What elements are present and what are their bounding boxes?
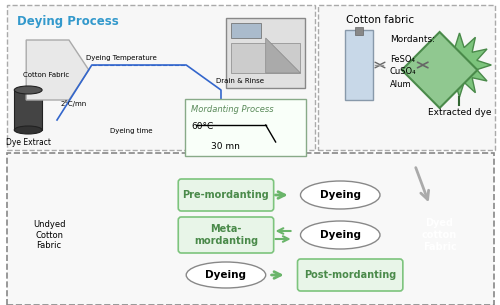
FancyBboxPatch shape	[178, 217, 274, 253]
FancyBboxPatch shape	[178, 179, 274, 211]
Polygon shape	[428, 33, 492, 97]
Text: FeSO₄
CuSO₄
Alum: FeSO₄ CuSO₄ Alum	[390, 55, 416, 89]
Text: 2°C/mn: 2°C/mn	[61, 100, 87, 107]
FancyBboxPatch shape	[298, 259, 403, 291]
Ellipse shape	[300, 221, 380, 249]
Ellipse shape	[186, 262, 266, 288]
Bar	[231, 43, 300, 73]
Bar	[226, 18, 306, 88]
Text: Mordanting Process: Mordanting Process	[191, 105, 274, 114]
Bar	[231, 23, 260, 38]
FancyBboxPatch shape	[8, 153, 494, 305]
Ellipse shape	[14, 86, 42, 94]
Text: 60°C: 60°C	[191, 122, 214, 131]
Text: Dye Extract: Dye Extract	[6, 138, 51, 147]
Text: Mordants:: Mordants:	[390, 35, 435, 44]
Text: Dyeing: Dyeing	[320, 190, 360, 200]
Text: Cotton Fabric: Cotton Fabric	[23, 72, 69, 78]
Text: Dyeing: Dyeing	[320, 230, 360, 240]
Text: Dyeing time: Dyeing time	[110, 128, 153, 134]
Text: Post-mordanting: Post-mordanting	[304, 270, 396, 280]
Bar	[14, 90, 42, 130]
Text: Cotton fabric: Cotton fabric	[346, 15, 414, 25]
Text: Dyeing: Dyeing	[206, 270, 246, 280]
Text: Dyeing Temperature: Dyeing Temperature	[86, 55, 157, 61]
Ellipse shape	[14, 126, 42, 134]
Bar	[345, 30, 373, 100]
Text: Undyed
Cotton
Fabric: Undyed Cotton Fabric	[33, 220, 66, 250]
Polygon shape	[402, 32, 477, 108]
Text: Extracted dye: Extracted dye	[428, 108, 491, 117]
Text: Drain & Rinse: Drain & Rinse	[216, 78, 264, 84]
Polygon shape	[26, 40, 89, 100]
FancyBboxPatch shape	[318, 5, 496, 150]
Text: Dyed
cotton
Fabric: Dyed cotton Fabric	[422, 218, 457, 252]
Text: Meta-
mordanting: Meta- mordanting	[194, 224, 258, 246]
Text: 30 mn: 30 mn	[211, 142, 240, 151]
Text: Pre-mordanting: Pre-mordanting	[182, 190, 270, 200]
Text: Deying Process: Deying Process	[18, 15, 119, 28]
Ellipse shape	[300, 181, 380, 209]
FancyBboxPatch shape	[185, 99, 306, 156]
Bar	[355, 27, 363, 35]
FancyBboxPatch shape	[8, 5, 316, 150]
Polygon shape	[266, 38, 300, 73]
